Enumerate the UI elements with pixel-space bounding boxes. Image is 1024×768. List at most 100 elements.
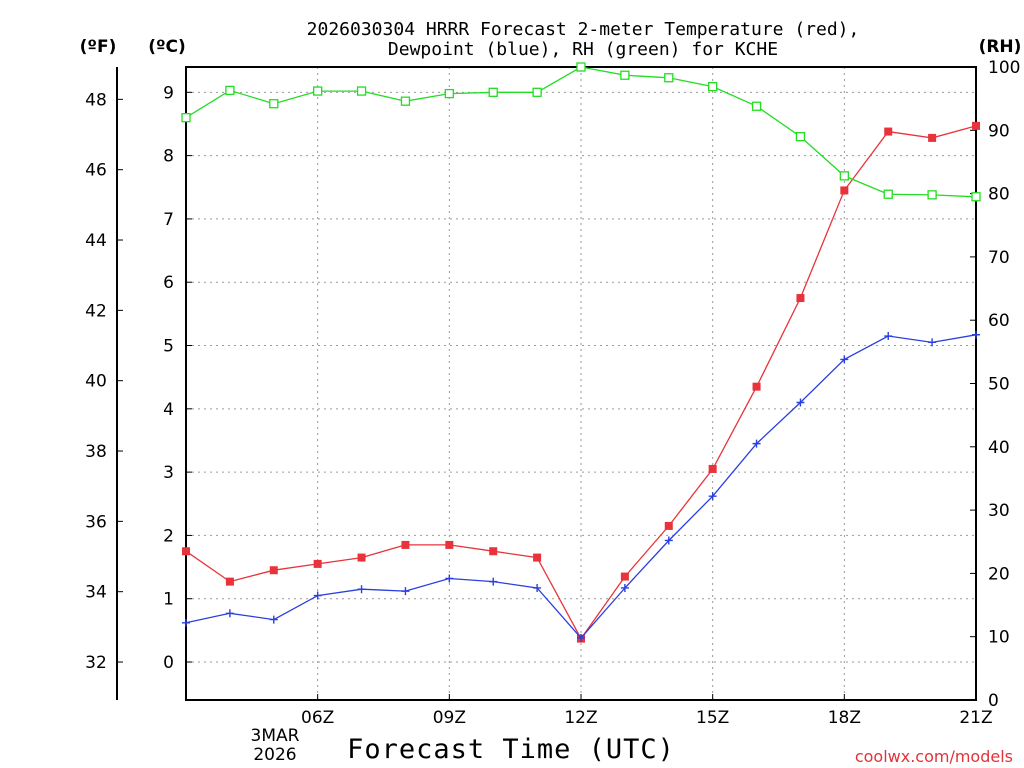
- dewpoint-point: [313, 591, 322, 600]
- rh-tick-label: 90: [988, 121, 1010, 141]
- rh-point: [795, 131, 806, 142]
- temperature-point: [840, 186, 849, 195]
- dewpoint-point: [489, 577, 498, 586]
- rh-point: [664, 73, 674, 83]
- fahrenheit-axis: 32 34 36 38 40 42 44 46 48: [85, 90, 123, 673]
- dewpoint-point: [182, 618, 190, 627]
- dewpoint-point: [972, 330, 980, 339]
- rh-unit-label: (RH): [979, 37, 1022, 57]
- temperature-line: [185, 125, 977, 640]
- rh-axis: 0 10 20 30 40 50 60 70 80 90 100: [970, 58, 1020, 711]
- rh-tick-label: 70: [988, 248, 1010, 268]
- rh-tick-label: 50: [988, 375, 1010, 395]
- time-tick-label: 06Z: [301, 708, 334, 728]
- rh-point: [883, 189, 893, 199]
- celsius-tick-label: 1: [163, 590, 174, 610]
- rh-point: [532, 87, 542, 97]
- fahrenheit-unit-label: (ºF): [80, 37, 117, 57]
- rh-point: [576, 62, 586, 72]
- date-day-label: 3MAR: [251, 726, 300, 746]
- dewpoint-point: [708, 492, 717, 501]
- time-tick-label: 18Z: [828, 708, 861, 728]
- rh-point: [488, 87, 498, 97]
- fahrenheit-tick-label: 48: [85, 90, 107, 110]
- dewpoint-point: [445, 574, 454, 583]
- temperature-point: [533, 553, 542, 562]
- time-tick-label: 09Z: [433, 708, 466, 728]
- series-dewpoint: [182, 330, 980, 642]
- rh-point: [751, 101, 762, 111]
- temperature-point: [928, 133, 937, 142]
- rh-point: [708, 81, 718, 92]
- celsius-tick-label: 2: [163, 526, 174, 546]
- rh-point: [620, 70, 630, 80]
- dewpoint-point: [269, 615, 278, 624]
- celsius-tick-label: 3: [163, 463, 174, 483]
- rh-tick-label: 20: [988, 564, 1010, 584]
- fahrenheit-tick-label: 38: [85, 442, 107, 462]
- celsius-tick-label: 0: [163, 653, 174, 673]
- rh-tick-label: 40: [988, 438, 1010, 458]
- time-tick-label: 12Z: [564, 708, 597, 728]
- dewpoint-point: [752, 439, 761, 448]
- rh-tick-label: 0: [988, 691, 999, 711]
- time-axis: 06Z 09Z 12Z 15Z 18Z 21Z: [301, 694, 993, 728]
- dewpoint-point: [928, 338, 937, 347]
- time-tick-label: 21Z: [959, 708, 992, 728]
- celsius-axis: 0 1 2 3 4 5 6 7 8 9: [163, 83, 192, 673]
- temperature-point: [445, 540, 454, 549]
- temperature-point: [664, 521, 673, 530]
- chart-title: 2026030304 HRRR Forecast 2-meter Tempera…: [307, 19, 860, 60]
- rh-point: [927, 190, 937, 200]
- temperature-point: [401, 540, 410, 549]
- celsius-tick-label: 6: [163, 273, 174, 293]
- rh-tick-label: 80: [988, 185, 1010, 205]
- rh-point: [971, 192, 981, 202]
- dewpoint-point: [840, 355, 849, 364]
- rh-point: [181, 112, 191, 123]
- temperature-point: [313, 559, 322, 568]
- dewpoint-point: [884, 332, 893, 341]
- dewpoint-point: [401, 587, 410, 596]
- rh-tick-label: 60: [988, 311, 1010, 331]
- dewpoint-point: [796, 398, 805, 407]
- dewpoint-point: [577, 633, 585, 642]
- dewpoint-point: [533, 583, 542, 592]
- temperature-point: [708, 464, 717, 473]
- temperature-point: [620, 572, 629, 581]
- series-rh: [181, 62, 981, 202]
- temperature-point: [269, 566, 278, 575]
- plot-frame: [185, 66, 977, 701]
- rh-tick-label: 100: [988, 58, 1020, 78]
- temperature-point: [972, 121, 980, 130]
- celsius-tick-label: 4: [163, 400, 174, 420]
- fahrenheit-tick-label: 44: [85, 231, 107, 251]
- rh-point: [225, 85, 235, 96]
- date-year-label: 2026: [253, 745, 296, 765]
- dewpoint-point: [357, 585, 366, 594]
- rh-point: [839, 171, 849, 181]
- celsius-tick-label: 8: [163, 147, 174, 167]
- title-line-2: Dewpoint (blue), RH (green) for KCHE: [388, 39, 778, 60]
- temperature-point: [752, 382, 761, 391]
- celsius-tick-label: 5: [163, 337, 174, 357]
- fahrenheit-tick-label: 34: [85, 583, 107, 603]
- rh-tick-label: 30: [988, 501, 1010, 521]
- rh-point: [444, 88, 454, 99]
- rh-point: [313, 86, 323, 96]
- temperature-point: [884, 127, 893, 136]
- celsius-unit-label: (ºC): [148, 37, 186, 57]
- x-axis-title: Forecast Time (UTC): [347, 734, 675, 765]
- temperature-point: [489, 547, 498, 556]
- celsius-tick-label: 7: [163, 210, 174, 230]
- dewpoint-point: [620, 583, 629, 592]
- temperature-point: [225, 577, 234, 586]
- celsius-tick-label: 9: [163, 83, 174, 103]
- temperature-point: [182, 547, 190, 556]
- fahrenheit-tick-label: 40: [85, 372, 107, 392]
- rh-tick-label: 10: [988, 628, 1010, 648]
- temperature-point: [357, 553, 366, 562]
- credit-label: coolwx.com/models: [855, 747, 1013, 766]
- rh-point: [356, 86, 367, 96]
- fahrenheit-tick-label: 32: [85, 653, 107, 673]
